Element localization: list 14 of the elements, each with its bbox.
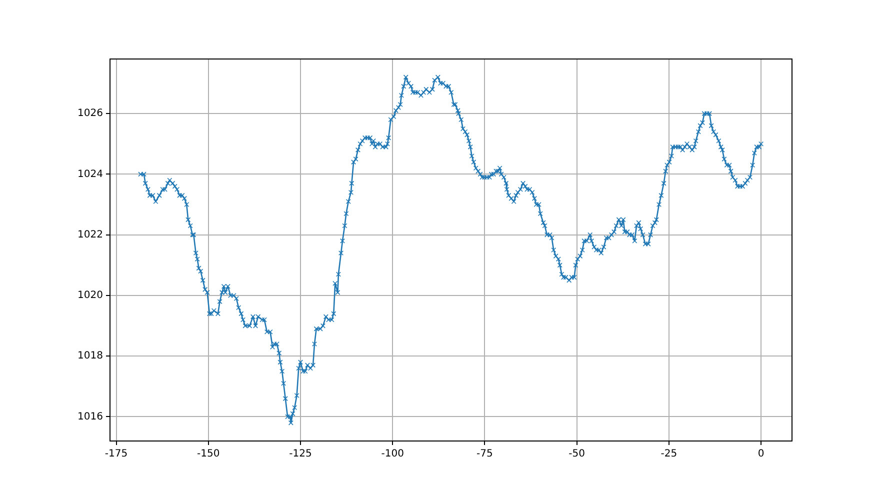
x-tick-label: -150 [197, 448, 220, 460]
y-tick-label: 1018 [78, 350, 103, 362]
y-tick-label: 1020 [78, 290, 103, 302]
x-tick-label: -125 [289, 448, 312, 460]
y-tick-label: 1024 [78, 168, 103, 180]
x-tick-label: -175 [104, 448, 128, 460]
x-tick-label: 0 [758, 448, 764, 460]
x-tick-label: -25 [660, 448, 678, 460]
y-tick-label: 1016 [78, 411, 103, 422]
x-tick-label: -50 [568, 448, 585, 460]
x-tick-label: -75 [476, 448, 493, 460]
x-tick-label: -100 [381, 448, 404, 460]
y-tick-label: 1022 [78, 229, 103, 240]
y-tick-label: 1026 [78, 108, 103, 120]
